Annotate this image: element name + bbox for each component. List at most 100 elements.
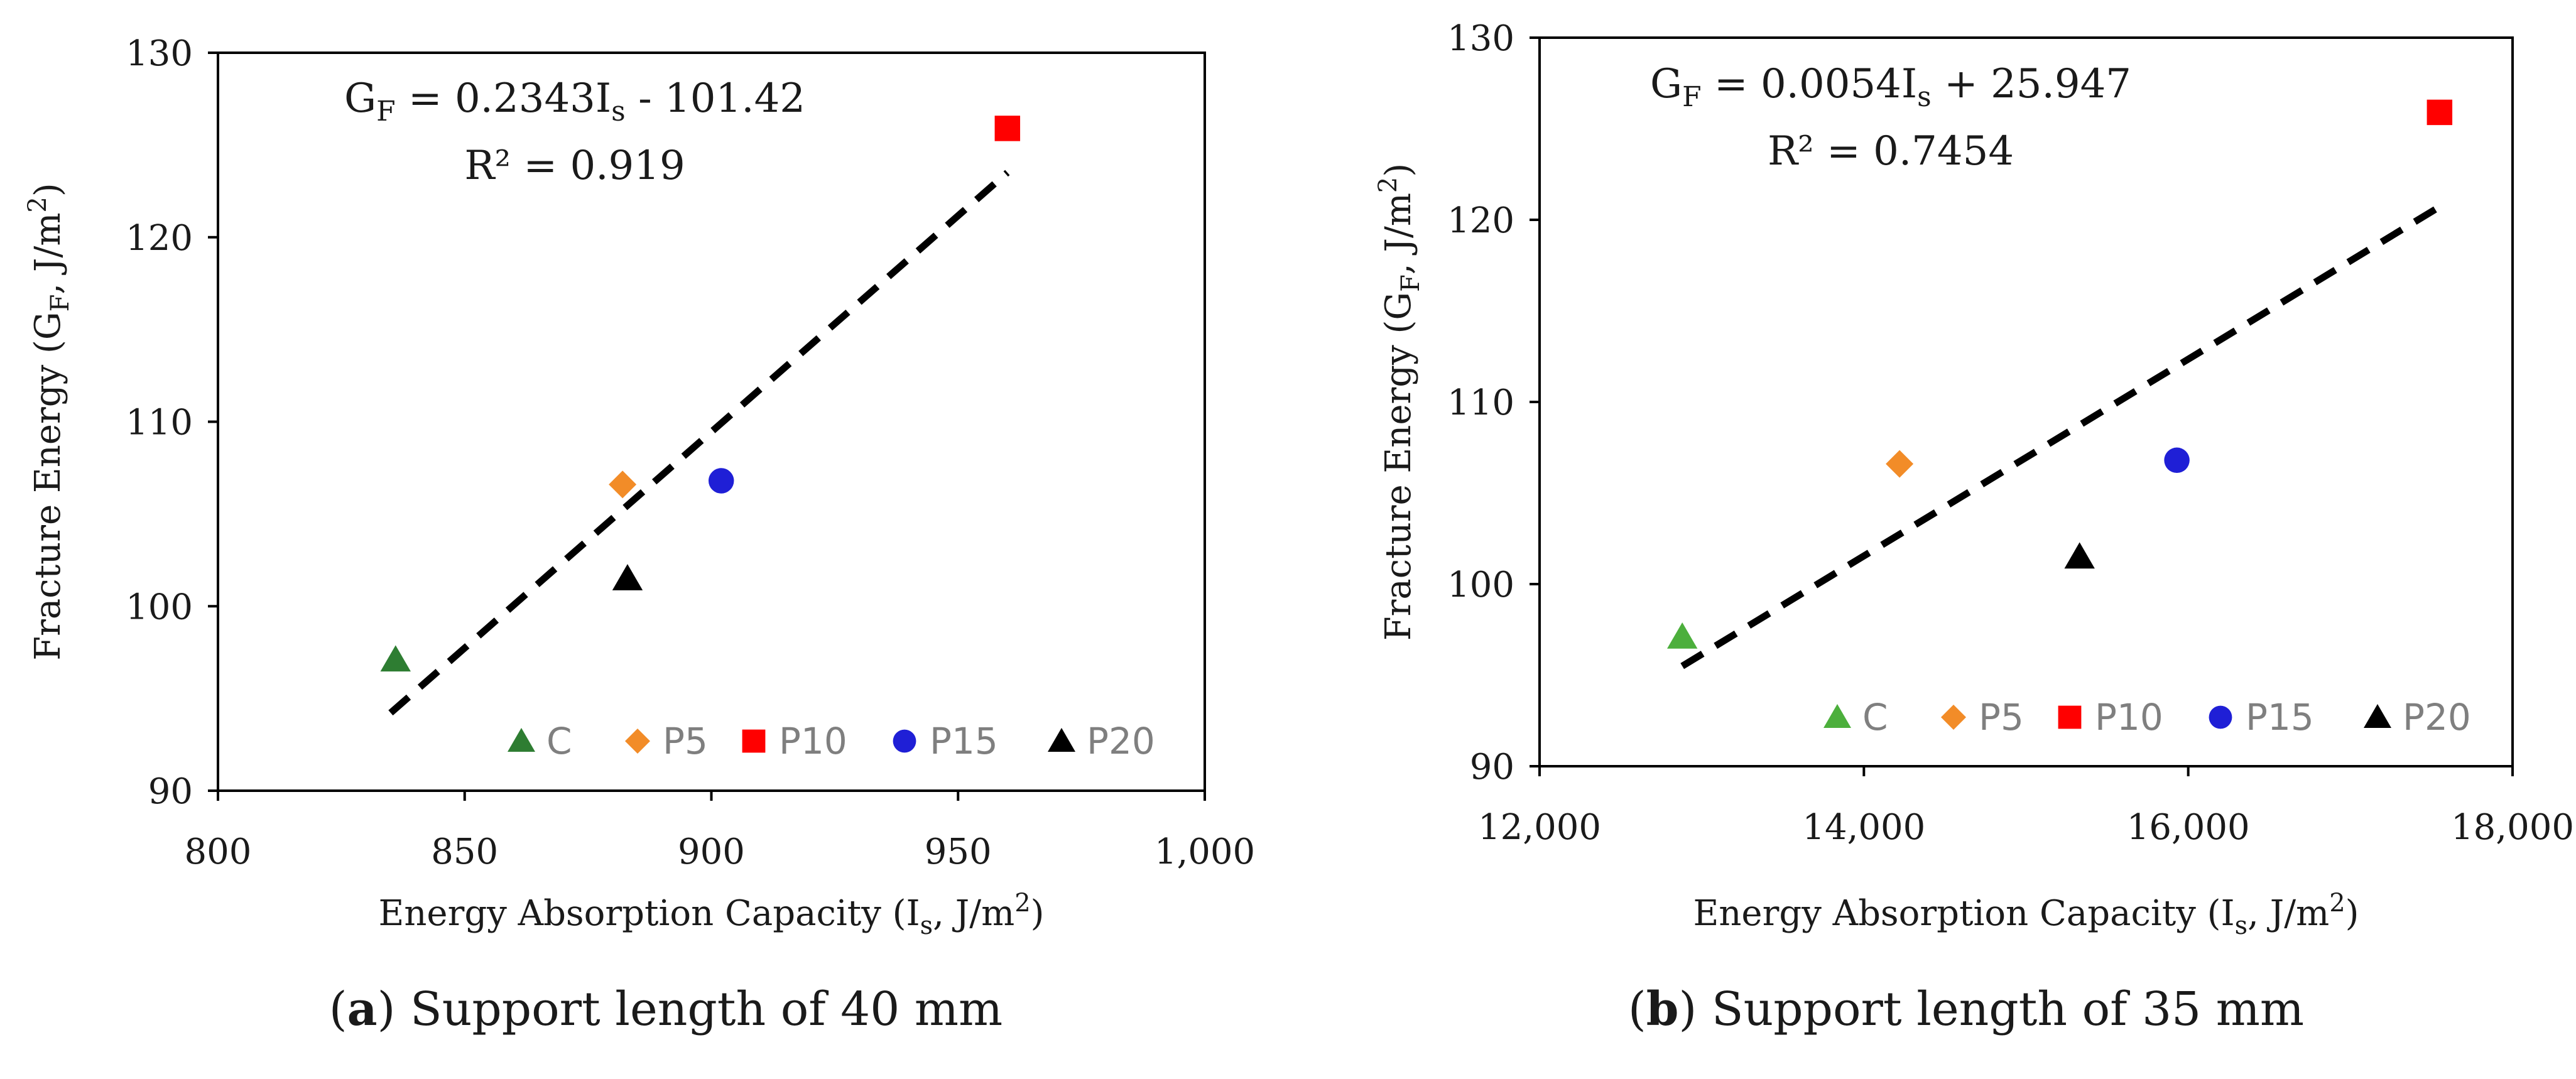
data-point-p10 (994, 116, 1021, 141)
legend-label-p15: P15 (2246, 696, 2314, 739)
equation-sub: s (611, 95, 626, 127)
x-axis-title: Energy Absorption Capacity (Is, J/m2) (378, 889, 1044, 940)
r-squared: R² = 0.7454 (1768, 128, 2014, 175)
equation-part: G (344, 75, 376, 122)
caption-label: b (1646, 982, 1679, 1036)
caption-text: Support length of 35 mm (1697, 982, 2304, 1036)
legend-label-p10: P10 (2095, 696, 2163, 739)
y-tick-label: 110 (126, 403, 193, 443)
x-tick-label: 950 (925, 832, 992, 872)
x-axis-title-part: , J/m (933, 893, 1014, 934)
y-axis-title-part: ) (1378, 163, 1419, 177)
caption-text: Support length of 40 mm (396, 982, 1003, 1036)
panel-caption: (a) Support length of 40 mm (329, 982, 1003, 1036)
y-axis-title-sub: F (1396, 274, 1425, 292)
x-tick-label: 1,000 (1155, 832, 1255, 872)
chart-panel-b: 12,000 14,000 16,000 18,000 90 100 110 120 130 En… (1374, 18, 2574, 1036)
y-axis-title-sup: 2 (1374, 177, 1403, 193)
trendline (1680, 203, 2442, 670)
x-tick-label: 16,000 (2127, 807, 2250, 848)
legend-label-p20: P20 (2403, 696, 2471, 739)
x-axis-title-part: ) (1031, 893, 1045, 934)
y-tick-label: 90 (1470, 747, 1514, 788)
data-point-p20 (612, 564, 643, 590)
x-axis-title-part: , J/m (2247, 893, 2329, 934)
trendline (388, 170, 1010, 716)
y-tick-label: 130 (1447, 18, 1514, 59)
equation-sub: F (376, 95, 396, 127)
legend-label-c: C (546, 720, 572, 762)
equation-part: - 101.42 (626, 75, 805, 122)
regression-equation: GF = 0.0054Is + 25.947 (1650, 61, 2131, 113)
x-axis-title-sup: 2 (1014, 889, 1030, 918)
y-axis-title-part: , J/m (1378, 193, 1419, 274)
y-tick-label: 100 (1447, 565, 1514, 605)
data-point-c (1666, 622, 1698, 649)
panel-caption: (b) Support length of 35 mm (1628, 982, 2304, 1036)
y-axis-title-part: Fracture Energy (G (1378, 292, 1419, 641)
y-tick-label: 100 (126, 587, 193, 627)
y-tick-label: 110 (1447, 382, 1514, 423)
y-tick-label: 90 (148, 771, 193, 812)
x-tick-label: 850 (431, 832, 498, 872)
x-tick-label: 14,000 (1802, 807, 1925, 848)
y-tick-label: 130 (126, 33, 193, 74)
y-axis-title-part: , J/m (28, 213, 68, 295)
legend-label-c: C (1862, 696, 1888, 739)
equation-sub: F (1682, 81, 1702, 113)
equation-part: = 0.0054I (1702, 61, 1918, 107)
legend-label-p5: P5 (663, 720, 708, 762)
regression-equation: GF = 0.2343Is - 101.42 (344, 75, 805, 127)
caption-part: ( (1628, 982, 1646, 1036)
x-axis-title-sup: 2 (2329, 889, 2345, 918)
legend-marker-p20 (2364, 704, 2391, 728)
data-point-p5 (1886, 450, 1914, 478)
y-axis-title-part: ) (28, 183, 68, 197)
data-point-p15 (708, 468, 734, 494)
legend-marker-p15 (893, 729, 916, 753)
x-axis-title-part: Energy Absorption Capacity (I (378, 893, 920, 934)
data-point-p5 (609, 470, 637, 499)
legend-marker-p10 (742, 729, 766, 753)
y-axis-title: Fracture Energy (GF, J/m2) (23, 183, 75, 661)
x-axis-title-sub: s (2235, 911, 2248, 940)
legend-label-p20: P20 (1087, 720, 1155, 762)
legend-marker-p5 (625, 729, 650, 754)
legend-label-p5: P5 (1979, 696, 2024, 739)
legend-marker-p10 (2058, 705, 2082, 729)
legend-marker-p15 (2209, 705, 2232, 729)
data-point-c (380, 645, 411, 672)
legend-marker-c (508, 728, 535, 752)
legend-marker-c (1823, 704, 1851, 728)
data-point-p20 (2064, 542, 2095, 569)
x-tick-label: 12,000 (1478, 807, 1601, 848)
equation-sub: s (1917, 81, 1932, 113)
legend-label-p15: P15 (930, 720, 998, 762)
caption-part: ) (1679, 982, 1697, 1036)
r-squared: R² = 0.919 (464, 143, 685, 189)
legend-marker-p5 (1941, 705, 1966, 730)
data-point-p10 (2427, 99, 2453, 126)
y-axis-title-sup: 2 (23, 197, 52, 212)
x-tick-label: 800 (185, 832, 252, 872)
chart-panel-a: 800 850 900 950 1,000 90 100 110 120 130 Energy Ab… (23, 33, 1255, 1036)
caption-label: a (347, 982, 378, 1036)
x-axis-title-part: ) (2345, 893, 2359, 934)
equation-part: + 25.947 (1932, 61, 2131, 107)
y-axis-title-part: Fracture Energy (G (28, 312, 68, 660)
x-tick-label: 18,000 (2451, 807, 2574, 848)
legend-marker-p20 (1048, 728, 1075, 752)
data-point-p15 (2164, 447, 2190, 474)
y-tick-label: 120 (126, 218, 193, 259)
equation-part: G (1650, 61, 1682, 107)
x-tick-label: 900 (678, 832, 745, 872)
y-tick-label: 120 (1447, 200, 1514, 241)
caption-part: ( (329, 982, 347, 1036)
y-axis-title: Fracture Energy (GF, J/m2) (1374, 163, 1425, 641)
y-axis-title-sub: F (46, 295, 75, 312)
x-axis-title-part: Energy Absorption Capacity (I (1693, 893, 2234, 934)
x-axis-title-sub: s (920, 911, 933, 940)
equation-part: = 0.2343I (396, 75, 612, 122)
x-axis-title: Energy Absorption Capacity (Is, J/m2) (1693, 889, 2359, 940)
